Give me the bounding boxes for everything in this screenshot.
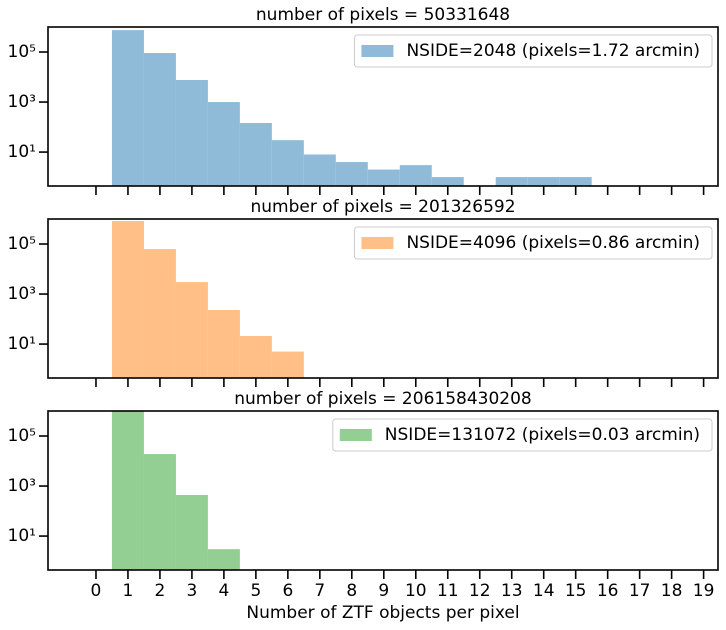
histogram-bar xyxy=(207,102,240,186)
y-tick-label: 10¹ xyxy=(8,334,36,354)
histogram-bar xyxy=(271,140,304,186)
x-tick-label: 16 xyxy=(597,581,619,601)
histogram-bar xyxy=(367,169,400,186)
panel: number of pixels = 50331648 10¹ 10³ 10⁵ NSID… xyxy=(8,5,719,195)
x-tick-label: 5 xyxy=(250,581,261,601)
legend-swatch xyxy=(361,237,394,249)
y-tick-label: 10³ xyxy=(8,284,36,304)
x-tick-label: 19 xyxy=(693,581,715,601)
legend-label: NSIDE=131072 (pixels=0.03 arcmin) xyxy=(385,425,700,445)
x-tick-label: 10 xyxy=(405,581,427,601)
x-tick-label: 0 xyxy=(91,581,102,601)
histogram-bar xyxy=(271,351,304,378)
y-tick-label: 10³ xyxy=(8,92,36,112)
x-tick-label: 3 xyxy=(187,581,198,601)
x-tick-label: 17 xyxy=(629,581,651,601)
legend-box xyxy=(353,34,713,68)
histogram-bar xyxy=(239,123,272,186)
histogram-bar xyxy=(527,177,560,186)
histogram-bar xyxy=(175,282,208,378)
x-tick-label: 11 xyxy=(437,581,459,601)
panel-title: number of pixels = 206158430208 xyxy=(234,389,531,409)
y-tick-label: 10⁵ xyxy=(8,234,36,254)
histogram-bar xyxy=(399,165,432,186)
histogram-bar xyxy=(111,411,144,570)
panel: number of pixels = 201326592 10¹ 10³ 10⁵ NSI… xyxy=(8,197,719,387)
x-tick-label: 13 xyxy=(501,581,523,601)
histogram-bar xyxy=(303,154,336,186)
x-tick-label: 7 xyxy=(314,581,325,601)
histogram-bar xyxy=(335,162,368,186)
histogram-bar xyxy=(431,177,464,186)
legend-label: NSIDE=2048 (pixels=1.72 arcmin) xyxy=(406,41,700,61)
histogram-bar xyxy=(495,177,528,186)
histogram-bar xyxy=(143,454,176,570)
histogram-bar xyxy=(143,53,176,186)
x-tick-label: 12 xyxy=(469,581,491,601)
legend-swatch xyxy=(361,45,394,57)
y-tick-label: 10¹ xyxy=(8,526,36,546)
histogram-bar xyxy=(111,221,144,378)
x-tick-label: 1 xyxy=(123,581,134,601)
x-tick-label: 4 xyxy=(218,581,229,601)
x-tick-label: 14 xyxy=(533,581,555,601)
panel: number of pixels = 206158430208 10¹ 10³ 10⁵… xyxy=(8,389,719,623)
x-tick-label: 6 xyxy=(282,581,293,601)
x-axis-label: Number of ZTF objects per pixel xyxy=(246,603,519,623)
legend-box xyxy=(332,418,713,452)
y-tick-label: 10¹ xyxy=(8,142,36,162)
histogram-bar xyxy=(111,30,144,186)
histogram-bar xyxy=(175,494,208,570)
legend: NSIDE=131072 (pixels=0.03 arcmin) xyxy=(332,418,713,452)
panel-title: number of pixels = 50331648 xyxy=(256,5,510,25)
legend: NSIDE=2048 (pixels=1.72 arcmin) xyxy=(353,34,713,68)
histogram-bar xyxy=(175,80,208,186)
x-tick-label: 9 xyxy=(378,581,389,601)
legend-swatch xyxy=(339,429,372,441)
y-tick-label: 10³ xyxy=(8,476,36,496)
y-tick-label: 10⁵ xyxy=(8,42,36,62)
legend-box xyxy=(353,226,713,260)
legend-label: NSIDE=4096 (pixels=0.86 arcmin) xyxy=(406,233,700,253)
panel-title: number of pixels = 201326592 xyxy=(250,197,515,217)
histogram-bar xyxy=(207,310,240,378)
x-tick-label: 18 xyxy=(661,581,683,601)
histogram-bar xyxy=(559,177,592,186)
histogram-bar xyxy=(143,249,176,378)
x-tick-label: 8 xyxy=(346,581,357,601)
y-tick-label: 10⁵ xyxy=(8,426,36,446)
histogram-bar xyxy=(239,336,272,378)
x-tick-label: 15 xyxy=(565,581,587,601)
histogram-bar xyxy=(207,549,240,570)
legend: NSIDE=4096 (pixels=0.86 arcmin) xyxy=(353,226,713,260)
x-tick-label: 2 xyxy=(155,581,166,601)
